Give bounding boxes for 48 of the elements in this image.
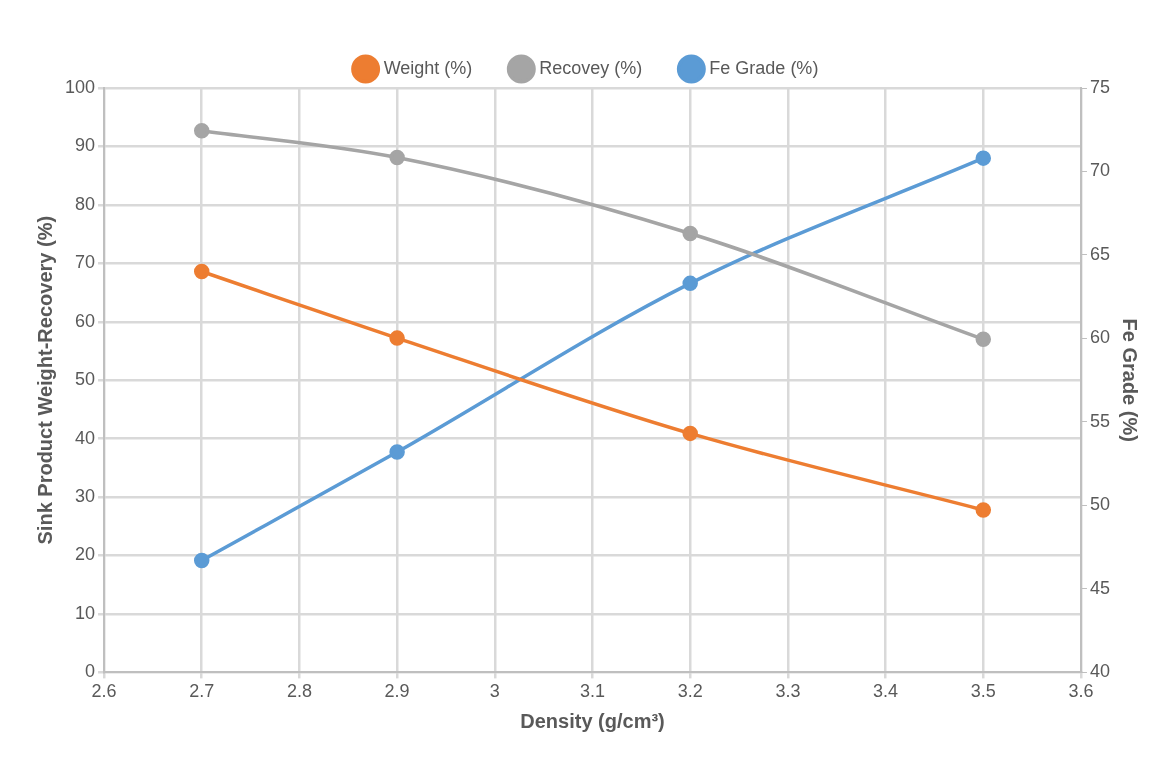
y2-tick-label: 40 bbox=[1089, 661, 1111, 682]
x-tick-label: 3.6 bbox=[1068, 681, 1094, 702]
y-tick-label: 40 bbox=[75, 427, 96, 448]
y-tick-label: 30 bbox=[75, 486, 96, 507]
y-tick-label: 70 bbox=[75, 252, 96, 273]
legend-label: Weight (%) bbox=[383, 57, 473, 78]
legend-label: Fe Grade (%) bbox=[709, 57, 819, 78]
point bbox=[193, 122, 210, 139]
point bbox=[975, 331, 992, 348]
x-tick-label: 3.1 bbox=[579, 681, 606, 702]
y-tick-label: 20 bbox=[75, 544, 96, 565]
y-tick-label: 10 bbox=[75, 602, 96, 623]
y2-tick-label: 70 bbox=[1089, 160, 1111, 181]
y-axis-title: Sink Product Weight-Recovery (%) bbox=[33, 215, 56, 545]
point bbox=[975, 502, 992, 518]
x-tick-label: 3.3 bbox=[775, 681, 801, 702]
point bbox=[193, 263, 210, 280]
y-tick-label: 60 bbox=[75, 310, 96, 331]
x-tick-label: 2.6 bbox=[91, 681, 117, 702]
y-tick-label: 80 bbox=[75, 193, 96, 214]
point bbox=[389, 330, 405, 346]
x-tick-label: 2.7 bbox=[189, 681, 215, 702]
x-tick-label: 3.5 bbox=[970, 681, 996, 702]
point bbox=[682, 425, 698, 442]
y2-tick-label: 65 bbox=[1089, 243, 1111, 264]
x-tick-label: 3.4 bbox=[873, 681, 899, 702]
x-tick-label: 3.2 bbox=[677, 681, 703, 702]
x-tick-label: 2.8 bbox=[286, 681, 312, 702]
y-tick-label: 0 bbox=[85, 661, 96, 682]
point bbox=[975, 150, 992, 166]
x-tick-label: 3 bbox=[489, 681, 500, 702]
point bbox=[389, 149, 405, 166]
point bbox=[682, 225, 698, 242]
y2-tick-label: 45 bbox=[1089, 577, 1111, 598]
y-tick-label: 100 bbox=[64, 76, 96, 97]
y-tick-label: 90 bbox=[75, 135, 96, 156]
y-tick-label: 50 bbox=[75, 369, 96, 390]
point bbox=[193, 552, 210, 569]
y2-tick-label: 75 bbox=[1089, 76, 1111, 97]
x-tick-label: 2.9 bbox=[384, 681, 410, 702]
point bbox=[389, 444, 405, 460]
y2-axis-title: Fe Grade (%) bbox=[1119, 318, 1142, 442]
point bbox=[682, 275, 698, 292]
x-axis-title: Density (g/cm³) bbox=[520, 709, 665, 732]
legend-label: Recovey (%) bbox=[539, 57, 643, 78]
y2-tick-label: 60 bbox=[1089, 327, 1111, 348]
y2-tick-label: 55 bbox=[1089, 410, 1111, 431]
y2-tick-label: 50 bbox=[1089, 494, 1111, 515]
